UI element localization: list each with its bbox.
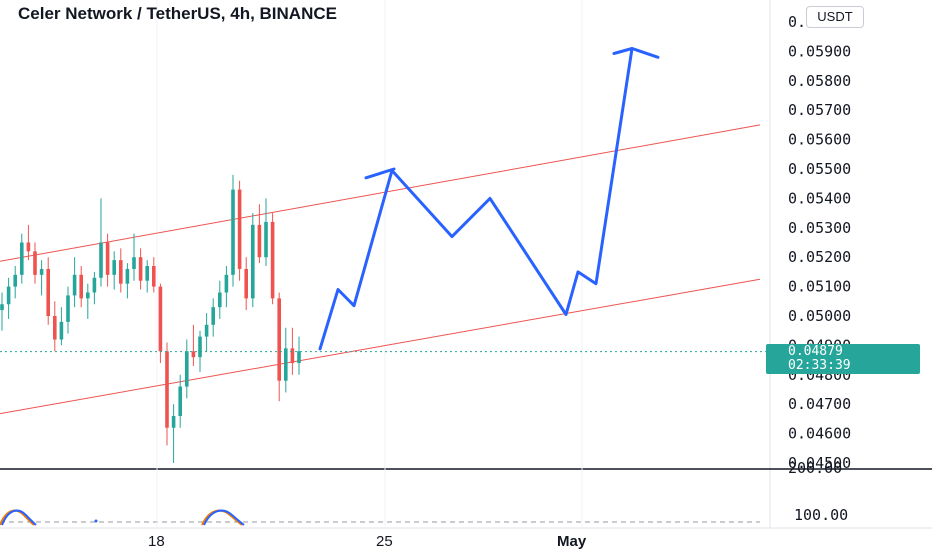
channel-upper-line (0, 124, 761, 262)
candle-body (59, 321, 64, 340)
price-tick-label: 0.04700 (788, 395, 851, 413)
candle-body (72, 274, 77, 296)
channel-lines (0, 124, 761, 415)
candle-body (6, 286, 11, 305)
candle-body (53, 316, 57, 340)
oscillator-orange-1 (0, 509, 35, 526)
candle-body (86, 292, 90, 299)
candle-body (33, 251, 37, 275)
candle-body (39, 268, 44, 275)
oscillator-dot (94, 519, 98, 523)
oscillator-blue-2 (203, 509, 245, 526)
candle-body (198, 336, 202, 358)
candle-body (251, 224, 255, 299)
candles (0, 174, 301, 463)
price-tick-label: 0.04500 (788, 454, 851, 472)
candle-body (264, 221, 268, 258)
oscillator-orange-2 (201, 509, 243, 526)
time-tick-label: 18 (148, 533, 165, 550)
candle-body (138, 257, 143, 281)
candle-body (13, 274, 17, 287)
channel-lower-line (0, 278, 761, 415)
candle-body (132, 257, 136, 269)
price-tick-label: 0.05200 (788, 248, 851, 266)
price-tick-label: 0.05900 (788, 42, 851, 60)
price-tick-label: 0.05700 (788, 101, 851, 119)
candle-body (20, 242, 24, 275)
candle-body (92, 277, 97, 293)
price-tick-label: 0.04600 (788, 425, 851, 443)
candle-body (99, 242, 103, 278)
candle-body (211, 307, 215, 325)
candle-body (112, 260, 116, 275)
candle-body (26, 242, 31, 252)
indicator-axis: 200.00 100.00 (788, 459, 848, 524)
candle-body (224, 274, 229, 293)
projection-line (318, 47, 634, 351)
price-tick-label: 0.05800 (788, 72, 851, 90)
candle-body (171, 415, 176, 428)
candle-body (231, 189, 235, 275)
candle-body (178, 386, 182, 416)
candle-body (185, 351, 189, 387)
price-tick-label: 0.05100 (788, 278, 851, 296)
candle-body (290, 348, 295, 364)
candle-body (165, 351, 169, 428)
chart-title: Celer Network / TetherUS, 4h, BINANCE (18, 4, 337, 23)
candle-body (257, 224, 262, 258)
candle-body (218, 292, 222, 308)
currency-button[interactable]: USDT (806, 6, 864, 28)
candle-body (79, 274, 83, 299)
candle-body (244, 268, 248, 299)
price-tick-label: 0.05500 (788, 160, 851, 178)
current-price-label: 0.04879 02:33:39 (766, 344, 920, 374)
oscillator-blue-1 (1, 509, 37, 526)
indicator-pane (0, 509, 245, 526)
price-tick-label: 0.05000 (788, 307, 851, 325)
price-axis: 0.060000.059000.058000.057000.056000.055… (788, 13, 851, 472)
projection-peak-mark (364, 167, 396, 180)
time-tick-label: 25 (376, 533, 393, 550)
candle-body (125, 268, 130, 284)
candle-body (145, 266, 149, 281)
candle-body (237, 189, 242, 269)
price-tick-label: 0.05400 (788, 189, 851, 207)
price-tick-label: 0.05600 (788, 131, 851, 149)
candle-body (105, 242, 110, 275)
bar-countdown: 02:33:39 (788, 358, 851, 373)
candle-body (277, 298, 281, 381)
candle-body (66, 295, 70, 322)
time-tick-label: May (557, 533, 587, 550)
projection-path (318, 47, 660, 351)
candle-body (297, 351, 301, 364)
candle-body (119, 260, 123, 284)
projection-top-cap (612, 47, 660, 59)
candle-body (152, 266, 156, 287)
time-axis: 18 25 May (148, 533, 587, 550)
candle-body (46, 268, 50, 316)
candle-body (158, 286, 163, 352)
price-tick-label: 0.05300 (788, 219, 851, 237)
indicator-tick-label: 200.00 (788, 459, 842, 477)
candle-body (0, 304, 4, 311)
candle-body (284, 348, 288, 381)
candle-body (191, 351, 196, 358)
candle-body (270, 221, 275, 299)
indicator-tick-label: 100.00 (794, 506, 848, 524)
candle-body (204, 324, 209, 337)
current-price-value: 0.04879 (788, 344, 843, 359)
